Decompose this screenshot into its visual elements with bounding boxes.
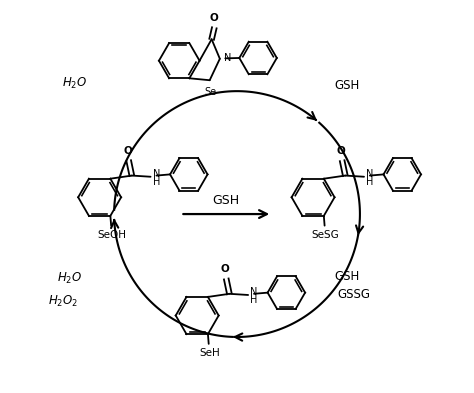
Text: H: H (250, 295, 258, 305)
Text: $H_2O_2$: $H_2O_2$ (48, 294, 78, 309)
Text: GSSG: GSSG (337, 288, 370, 301)
Text: Se: Se (204, 87, 217, 97)
Text: O: O (210, 13, 219, 23)
Text: SeSG: SeSG (311, 230, 339, 239)
Text: N: N (153, 169, 160, 179)
Text: GSH: GSH (335, 270, 360, 283)
Text: $H_2O$: $H_2O$ (57, 271, 82, 286)
Text: GSH: GSH (335, 79, 360, 92)
Text: N: N (250, 287, 258, 297)
Text: O: O (337, 146, 346, 156)
Text: N: N (366, 169, 374, 179)
Text: O: O (123, 146, 132, 156)
Text: H: H (153, 177, 160, 187)
Text: H: H (366, 177, 374, 187)
Text: GSH: GSH (212, 195, 240, 208)
Text: SeOH: SeOH (98, 230, 127, 239)
Text: SeH: SeH (199, 348, 220, 358)
Text: N: N (224, 53, 231, 63)
Text: $H_2O$: $H_2O$ (63, 76, 88, 91)
Text: O: O (221, 264, 229, 274)
